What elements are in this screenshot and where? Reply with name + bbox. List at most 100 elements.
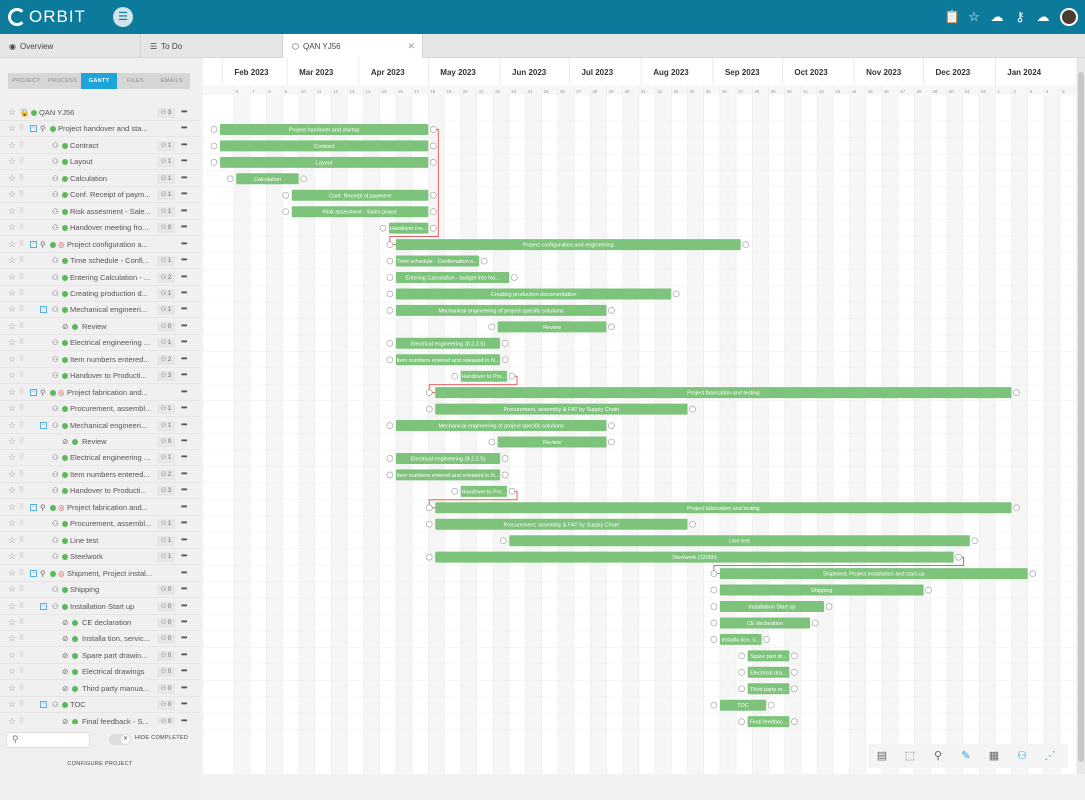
more-options-icon[interactable]: ••• xyxy=(181,666,187,676)
star-icon[interactable]: ☆ xyxy=(8,123,17,134)
gantt-bar[interactable] xyxy=(395,337,501,349)
task-row[interactable]: ☆ ⠿ ⊘ CE declaration ⚇ 0 ••• xyxy=(0,615,200,631)
star-icon[interactable]: ☆ xyxy=(8,222,17,233)
more-options-icon[interactable]: ••• xyxy=(181,222,187,232)
gantt-bar[interactable] xyxy=(395,288,672,300)
task-row[interactable]: ☆ ⠿ ⊘ Spare part drawin... ⚇ 0 ••• xyxy=(0,648,200,664)
gantt-bar[interactable] xyxy=(747,716,790,728)
drag-handle-icon[interactable]: ⠿ xyxy=(19,240,25,248)
collapse-icon[interactable]: − xyxy=(40,602,47,610)
task-row[interactable]: ☆ ⠿ ⚇ Steelwork ⚇ 1 ••• xyxy=(0,549,200,566)
drag-handle-icon[interactable]: ⠿ xyxy=(19,224,25,232)
tab-overview[interactable]: ◉ Overview xyxy=(0,34,141,58)
task-row[interactable]: ☆ ⠿ − ⚇ TOC ⚇ 0 ••• xyxy=(0,697,200,714)
task-row[interactable]: ☆ ⠿ ⊘ Electrical drawings ⚇ 0 ••• xyxy=(0,664,200,681)
collapse-icon[interactable]: − xyxy=(40,421,47,429)
star-icon[interactable]: ☆ xyxy=(8,419,17,430)
more-options-icon[interactable]: ••• xyxy=(181,567,187,577)
drag-handle-icon[interactable]: ⠿ xyxy=(19,520,25,528)
gantt-bar[interactable] xyxy=(220,140,429,152)
drag-handle-icon[interactable]: ⠿ xyxy=(19,322,25,330)
star-icon[interactable]: ☆ xyxy=(8,584,17,595)
subtab-process[interactable]: PROCESS xyxy=(48,78,78,84)
drag-handle-icon[interactable]: ⠿ xyxy=(19,618,25,626)
task-row[interactable]: ☆ ⠿ ⚇ Handover to Producti... ⚇ 3 ••• xyxy=(0,483,200,500)
gantt-bar[interactable] xyxy=(719,601,825,612)
more-options-icon[interactable]: ••• xyxy=(181,649,187,659)
gantt-bar[interactable] xyxy=(395,469,501,481)
star-icon[interactable]: ☆ xyxy=(8,501,17,512)
more-options-icon[interactable]: ••• xyxy=(181,271,187,281)
more-options-icon[interactable]: ••• xyxy=(181,139,187,149)
collapse-icon[interactable]: − xyxy=(30,388,37,396)
collapse-icon[interactable]: − xyxy=(40,701,47,709)
star-icon[interactable]: ☆ xyxy=(8,403,17,414)
more-options-icon[interactable]: ••• xyxy=(181,501,187,511)
star-icon[interactable]: ☆ xyxy=(8,715,17,726)
more-options-icon[interactable]: ••• xyxy=(181,600,187,610)
more-options-icon[interactable]: ••• xyxy=(181,518,187,528)
task-row[interactable]: ☆ ⠿ ⚇ Handover meeting fro... ⚇ 0 ••• xyxy=(0,220,200,237)
star-icon[interactable]: ☆ xyxy=(8,353,17,364)
star-icon[interactable]: ☆ xyxy=(8,452,17,463)
star-icon[interactable]: ☆ xyxy=(8,320,17,331)
gantt-bar[interactable] xyxy=(220,123,429,135)
more-options-icon[interactable]: ••• xyxy=(181,123,187,133)
star-icon[interactable]: ☆ xyxy=(8,649,17,660)
star-icon[interactable]: ☆ xyxy=(8,666,17,677)
more-options-icon[interactable]: ••• xyxy=(181,699,187,709)
star-icon[interactable]: ☆ xyxy=(8,534,17,545)
gantt-bar[interactable] xyxy=(435,518,688,530)
gantt-bar[interactable] xyxy=(719,617,811,629)
drag-handle-icon[interactable]: ⠿ xyxy=(19,141,25,149)
task-row[interactable]: ☆ ⠿ ⚇ Electrical engineering ... ⚇ 1 ••• xyxy=(0,335,200,352)
share-icon[interactable]: ⋰ xyxy=(1044,750,1056,762)
drag-handle-icon[interactable]: ⠿ xyxy=(19,503,25,511)
key-icon[interactable]: ⚷ xyxy=(1015,9,1025,24)
task-row[interactable]: ☆ ⠿ ⊘ Review ⚇ 0 ••• xyxy=(0,434,200,450)
gantt-bar[interactable] xyxy=(395,255,480,267)
star-icon[interactable]: ☆ xyxy=(8,205,17,216)
task-row[interactable]: ☆ ⠿ − ⚇ Installation Start up ⚇ 0 ••• xyxy=(0,599,200,615)
gantt-bar[interactable] xyxy=(747,650,790,662)
cursor-icon[interactable]: ⬚ xyxy=(904,750,916,762)
task-row[interactable]: ☆ ⠿ − ⚲ ◎ Project fabrication and... ••• xyxy=(0,385,200,401)
star-icon[interactable]: ☆ xyxy=(8,337,17,348)
drag-handle-icon[interactable]: ⠿ xyxy=(19,372,25,380)
subtab-emails[interactable]: EMAILS xyxy=(160,78,183,84)
more-options-icon[interactable]: ••• xyxy=(181,551,187,561)
more-options-icon[interactable]: ••• xyxy=(181,353,187,363)
main-menu-button[interactable]: ☰ xyxy=(113,7,133,27)
subtab-files[interactable]: FILES xyxy=(127,78,144,84)
gantt-bar[interactable] xyxy=(719,633,762,645)
gantt-bar[interactable] xyxy=(435,551,954,563)
configure-project-button[interactable]: CONFIGURE PROJECT xyxy=(67,761,133,767)
more-options-icon[interactable]: ••• xyxy=(181,320,187,330)
task-row[interactable]: ☆ ⠿ − ⚲ ◎ Shipment, Project instal... ••• xyxy=(0,566,200,582)
more-options-icon[interactable]: ••• xyxy=(181,337,187,347)
drag-handle-icon[interactable]: ⠿ xyxy=(19,635,25,643)
collapse-icon[interactable]: − xyxy=(40,306,47,314)
drag-handle-icon[interactable]: ⠿ xyxy=(19,668,25,676)
task-row[interactable]: ☆ ⠿ − ⚲ ◎ Project fabrication and... ••• xyxy=(0,500,200,516)
gantt-bar[interactable] xyxy=(388,222,429,234)
gantt-bar[interactable] xyxy=(747,683,790,695)
drag-handle-icon[interactable]: ⠿ xyxy=(19,273,25,281)
subtab-project[interactable]: PROJECT xyxy=(12,78,41,84)
user-avatar[interactable] xyxy=(1060,8,1078,26)
close-tab-icon[interactable]: ✕ xyxy=(407,40,415,51)
hide-completed-toggle[interactable]: ✕ xyxy=(109,734,131,745)
task-row[interactable]: ☆ ⠿ 🔒 QAN YJ56 ⚇ 3 ••• xyxy=(0,105,200,121)
tab-project[interactable]: ⬡ QAN YJ56 ✕ xyxy=(283,34,423,58)
task-row[interactable]: ☆ ⠿ ⚇ Risk assesment - Sale... ⚇ 1 ••• xyxy=(0,204,200,220)
users-icon[interactable]: ⚇ xyxy=(1017,750,1027,762)
task-row[interactable]: ☆ ⠿ ⚇ Electrical engineering ... ⚇ 1 ••• xyxy=(0,450,200,467)
drag-handle-icon[interactable]: ⠿ xyxy=(19,454,25,462)
gantt-bar[interactable] xyxy=(291,206,429,218)
gantt-bar[interactable] xyxy=(435,387,1012,399)
task-row[interactable]: ☆ ⠿ − ⚇ Mechanical engineeri... ⚇ 1 ••• xyxy=(0,418,200,434)
drag-handle-icon[interactable]: ⠿ xyxy=(19,355,25,363)
more-options-icon[interactable]: ••• xyxy=(181,238,187,248)
collapse-icon[interactable]: − xyxy=(30,503,37,511)
star-icon[interactable]: ☆ xyxy=(8,287,17,298)
